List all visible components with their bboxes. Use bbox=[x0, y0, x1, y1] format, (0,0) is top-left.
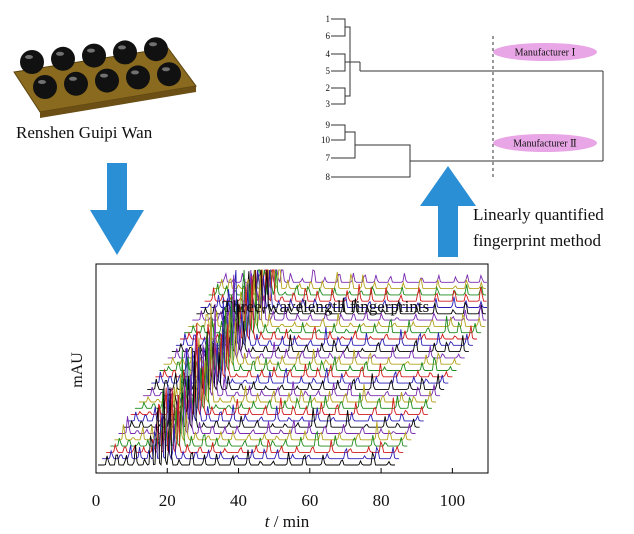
pill bbox=[144, 37, 168, 62]
pill bbox=[20, 50, 44, 74]
pill bbox=[64, 71, 88, 96]
dendrogram-leaf-label: 8 bbox=[326, 172, 331, 182]
method-label-line1: Linearly quantified bbox=[473, 205, 604, 224]
pill bbox=[51, 46, 75, 71]
x-tick-label: 40 bbox=[230, 491, 247, 510]
x-axis-label: t / min bbox=[265, 512, 310, 531]
dendrogram-leaf-label: 9 bbox=[326, 120, 331, 130]
chart-title: Three-wavelength fingerprints bbox=[222, 297, 429, 316]
x-axis-label-var: t bbox=[265, 512, 271, 531]
group-label-1-text: Manufacturer Ⅰ bbox=[515, 48, 576, 59]
dendrogram-leaf-label: 3 bbox=[326, 99, 331, 109]
pill bbox=[157, 62, 181, 87]
dendrogram-leaf-label: 4 bbox=[326, 49, 331, 59]
down-arrow bbox=[90, 163, 144, 255]
product-name: Renshen Guipi Wan bbox=[16, 123, 153, 142]
method-label-line2: fingerprint method bbox=[473, 231, 601, 250]
chromatogram-trace bbox=[102, 384, 400, 461]
group-label-1: Manufacturer Ⅰ bbox=[493, 43, 597, 61]
x-tick-label: 60 bbox=[301, 491, 318, 510]
fingerprint-chart: Three-wavelength fingerprints 0 20 40 60 80 1… bbox=[69, 263, 489, 531]
dendrogram-leaf-label: 10 bbox=[321, 135, 331, 145]
chromatogram-trace bbox=[98, 387, 395, 466]
group-label-2-text: Manufacturer Ⅱ bbox=[513, 139, 577, 150]
dendrogram-leaf-label: 5 bbox=[326, 66, 331, 76]
dendrogram-leaf-label: 7 bbox=[326, 153, 331, 163]
pill bbox=[33, 75, 57, 99]
dendrogram-leaf-label: 1 bbox=[326, 14, 331, 24]
group-label-2: Manufacturer Ⅱ bbox=[493, 134, 597, 152]
x-axis-ticks: 0 20 40 60 80 100 bbox=[92, 468, 465, 510]
pill bbox=[82, 43, 106, 68]
dendrogram-leaf-label: 6 bbox=[326, 31, 331, 41]
x-tick-label: 0 bbox=[92, 491, 101, 510]
x-tick-label: 80 bbox=[373, 491, 390, 510]
x-axis-label-unit: / min bbox=[270, 512, 310, 531]
dendrogram-leaf-label: 2 bbox=[326, 83, 331, 93]
y-axis-label: mAU bbox=[69, 352, 86, 388]
x-tick-label: 100 bbox=[440, 491, 466, 510]
chromatogram-traces bbox=[98, 268, 487, 466]
x-tick-label: 20 bbox=[159, 491, 176, 510]
blister-pack-image bbox=[13, 37, 197, 118]
pill bbox=[126, 65, 150, 90]
pill bbox=[95, 68, 119, 93]
up-arrow bbox=[420, 166, 476, 257]
pill bbox=[113, 40, 137, 65]
dendrogram-branches bbox=[336, 18, 604, 178]
chromatogram-trace bbox=[212, 269, 486, 290]
